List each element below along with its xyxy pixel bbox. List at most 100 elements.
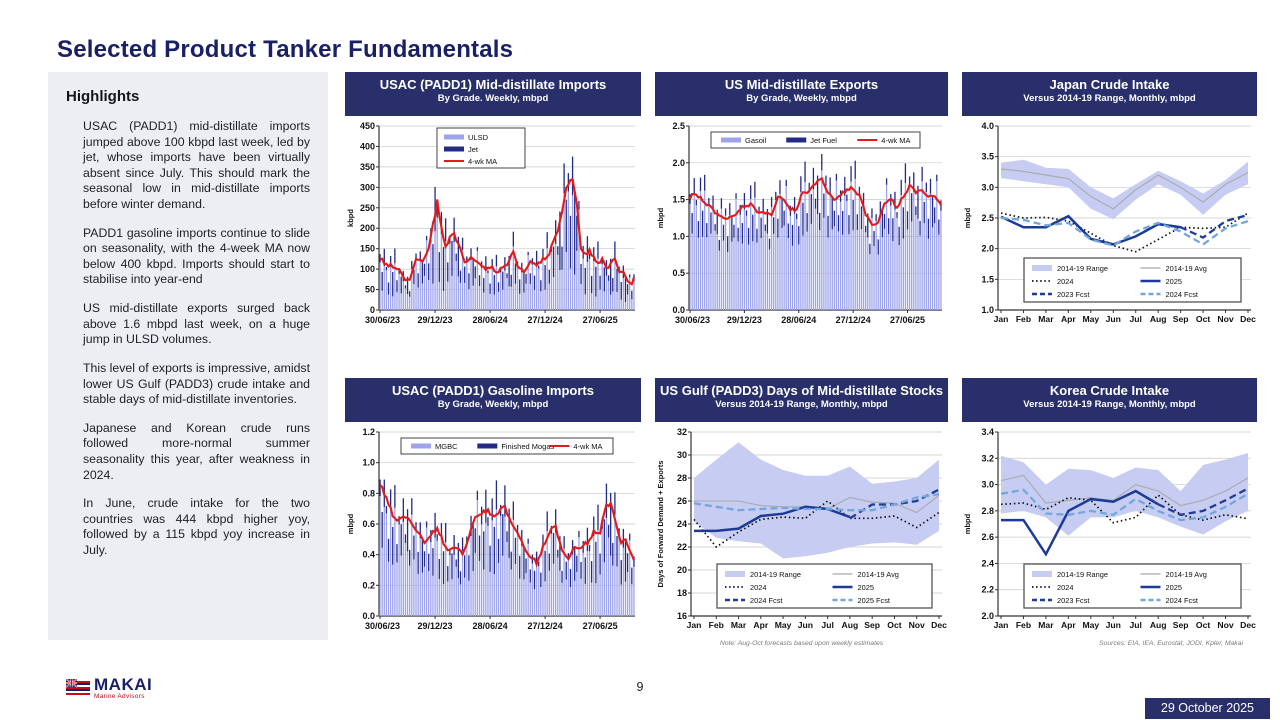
svg-text:0.4: 0.4 (362, 550, 375, 560)
svg-text:Jun: Jun (1106, 314, 1121, 324)
series-2024-fcst (1000, 216, 1249, 247)
svg-text:1.2: 1.2 (362, 427, 375, 437)
svg-text:450: 450 (360, 121, 375, 131)
svg-text:29/12/23: 29/12/23 (418, 315, 453, 325)
chart-subtitle: By Grade, Weekly, mbpd (746, 93, 857, 104)
moving-average-line (379, 177, 635, 286)
svg-text:Sep: Sep (864, 620, 880, 630)
svg-text:Feb: Feb (709, 620, 724, 630)
svg-text:2014-19 Avg: 2014-19 Avg (1166, 570, 1207, 579)
svg-text:27/06/25: 27/06/25 (583, 621, 618, 631)
svg-text:May: May (1082, 620, 1099, 630)
page-number: 9 (636, 680, 644, 694)
chart-card-5: Korea Crude Intake Versus 2014-19 Range, … (962, 378, 1257, 647)
svg-text:3.2: 3.2 (981, 453, 994, 463)
svg-text:0.6: 0.6 (362, 519, 375, 529)
svg-text:Oct: Oct (1196, 314, 1210, 324)
makai-logo: MAKAI Marine Advisors (66, 676, 152, 701)
svg-text:3.4: 3.4 (981, 427, 994, 437)
svg-text:0: 0 (370, 305, 375, 315)
svg-text:Apr: Apr (1061, 620, 1076, 630)
svg-text:2.5: 2.5 (981, 213, 994, 223)
svg-text:4.0: 4.0 (981, 121, 994, 131)
series-2023-fcst (1157, 487, 1249, 516)
svg-text:4-wk MA: 4-wk MA (468, 157, 497, 166)
date-label: 29 October 2025 (1144, 698, 1270, 719)
highlight-bullet: US mid-distillate exports surged back ab… (83, 301, 310, 347)
chart-title: US Mid-distillate Exports (724, 77, 879, 92)
series-2025-fcst (693, 492, 940, 512)
svg-text:1.5: 1.5 (981, 274, 994, 284)
svg-text:Jet: Jet (468, 145, 479, 154)
svg-text:16: 16 (677, 611, 687, 621)
svg-text:2.0: 2.0 (981, 611, 994, 621)
series-2025 (1001, 489, 1159, 557)
highlight-bullet: PADD1 gasoline imports continue to slide… (83, 225, 310, 287)
bars (379, 156, 635, 310)
chart-canvas: 0 50 100 150 200 250 300 350 400 450 kbpd 30/06/23 2… (346, 121, 635, 325)
svg-text:2024 Fcst: 2024 Fcst (750, 596, 782, 605)
svg-text:1.0: 1.0 (981, 305, 994, 315)
svg-text:2024: 2024 (750, 583, 766, 592)
svg-text:30/06/23: 30/06/23 (365, 315, 400, 325)
svg-text:Feb: Feb (1016, 620, 1031, 630)
svg-text:Oct: Oct (1196, 620, 1210, 630)
svg-text:Mar: Mar (1038, 620, 1054, 630)
svg-text:29/12/23: 29/12/23 (418, 621, 453, 631)
svg-text:0.0: 0.0 (672, 305, 685, 315)
chart-title-bar: Japan Crude Intake Versus 2014-19 Range, … (962, 72, 1257, 116)
svg-text:2023 Fcst: 2023 Fcst (1057, 290, 1089, 299)
svg-text:Jan: Jan (994, 620, 1009, 630)
svg-text:2.2: 2.2 (981, 585, 994, 595)
svg-text:0.0: 0.0 (362, 611, 375, 621)
svg-text:May: May (1082, 314, 1099, 324)
legend: MGBC Finished Mogas 4-wk MA (400, 437, 614, 455)
svg-text:3.0: 3.0 (981, 480, 994, 490)
svg-text:Jet Fuel: Jet Fuel (810, 136, 837, 145)
range-band (694, 442, 939, 559)
svg-text:150: 150 (360, 244, 375, 254)
svg-text:3.5: 3.5 (981, 152, 994, 162)
svg-text:26: 26 (677, 496, 687, 506)
chart-canvas: 2.0 2.2 2.4 2.6 2.8 3.0 3.2 3.4 mbpd Jan Feb Mar Apr… (963, 427, 1256, 630)
svg-text:Mar: Mar (731, 620, 747, 630)
svg-text:Sep: Sep (1173, 620, 1189, 630)
page-title: Selected Product Tanker Fundamentals (57, 36, 514, 64)
svg-text:2014-19 Avg: 2014-19 Avg (858, 570, 899, 579)
bars (379, 479, 635, 616)
chart-title-bar: US Mid-distillate Exports By Grade, Weekl… (655, 72, 948, 116)
svg-text:4-wk MA: 4-wk MA (573, 442, 602, 451)
chart-canvas: 0.0 0.2 0.4 0.6 0.8 1.0 1.2 mbpd 30/06/23 29/12/2… (346, 427, 635, 631)
svg-text:27/12/24: 27/12/24 (836, 315, 871, 325)
svg-text:2.6: 2.6 (981, 532, 994, 542)
svg-text:2025: 2025 (1166, 277, 1182, 286)
series-2014-19-avg (1000, 168, 1249, 210)
svg-text:2024 Fcst: 2024 Fcst (1166, 290, 1198, 299)
svg-text:3.0: 3.0 (981, 182, 994, 192)
svg-text:Mar: Mar (1038, 314, 1054, 324)
svg-text:2.8: 2.8 (981, 506, 994, 516)
svg-text:Apr: Apr (753, 620, 768, 630)
series-2025 (1000, 214, 1181, 246)
legend: 2014-19 Range 2014-19 Avg 2024 2025 2023 Fcs… (1023, 563, 1242, 609)
svg-text:Dec: Dec (1240, 620, 1256, 630)
svg-text:0.8: 0.8 (362, 488, 375, 498)
chart-title-bar: USAC (PADD1) Mid-distillate Imports By Gr… (345, 72, 641, 116)
svg-text:2025: 2025 (1166, 583, 1182, 592)
chart-subtitle: Versus 2014-19 Range, Monthly, mbpd (715, 399, 888, 410)
chart-title: USAC (PADD1) Mid-distillate Imports (379, 77, 607, 92)
svg-text:2014-19 Range: 2014-19 Range (750, 570, 801, 579)
svg-text:2024: 2024 (1057, 277, 1073, 286)
svg-text:Nov: Nov (1217, 620, 1233, 630)
svg-text:2.0: 2.0 (981, 244, 994, 254)
moving-average-line (689, 176, 942, 226)
svg-text:4-wk MA: 4-wk MA (881, 136, 910, 145)
chart-subtitle: Versus 2014-19 Range, Monthly, mbpd (1023, 93, 1196, 104)
svg-text:Days of Forward Demand + Expor: Days of Forward Demand + Exports (656, 461, 665, 588)
chart-subtitle: Versus 2014-19 Range, Monthly, mbpd (1023, 399, 1196, 410)
chart-title-bar: USAC (PADD1) Gasoline Imports By Grade, W… (345, 378, 641, 422)
svg-text:30: 30 (677, 450, 687, 460)
highlight-bullet: In June, crude intake for the two countr… (83, 496, 310, 558)
chart-title: USAC (PADD1) Gasoline Imports (391, 383, 594, 398)
svg-text:2014-19 Avg: 2014-19 Avg (1166, 264, 1207, 273)
